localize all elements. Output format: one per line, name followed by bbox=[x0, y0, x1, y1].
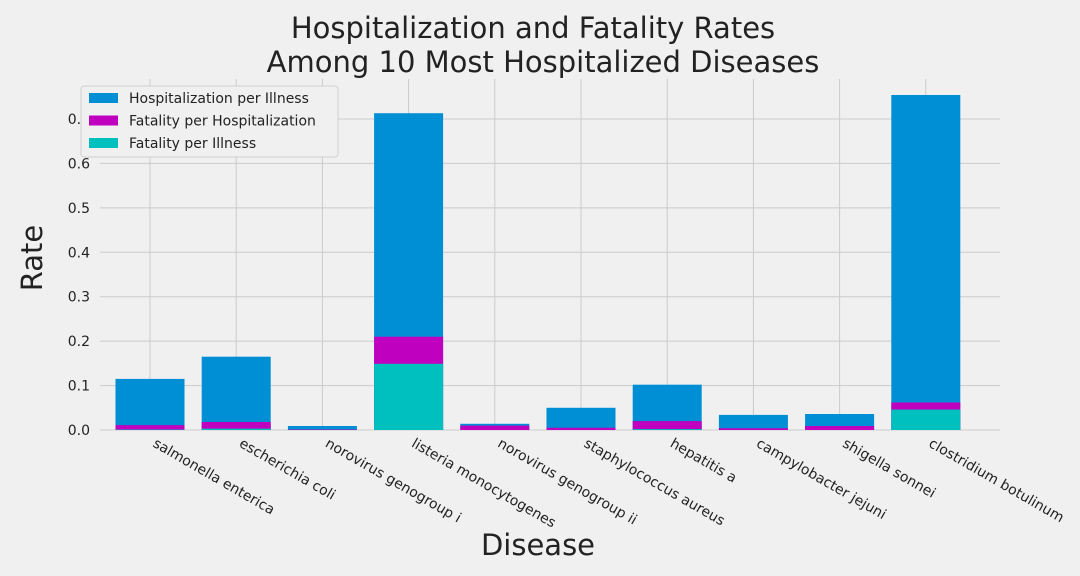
y-tick-label: 0.6 bbox=[68, 156, 90, 172]
y-tick-label: 0.5 bbox=[68, 201, 90, 217]
y-tick-label: 0.3 bbox=[68, 290, 90, 306]
bar bbox=[201, 422, 271, 430]
bar bbox=[546, 407, 616, 430]
bar bbox=[632, 429, 702, 430]
y-tick-label: 0.4 bbox=[68, 245, 90, 261]
bar bbox=[632, 421, 702, 430]
legend-box bbox=[80, 85, 339, 158]
legend-label: Fatality per Hospitalization bbox=[129, 114, 316, 130]
y-tick-label: 0.0 bbox=[68, 423, 90, 439]
bar bbox=[718, 414, 788, 430]
x-axis-label: Disease bbox=[481, 528, 595, 562]
chart-title: Among 10 Most Hospitalized Diseases bbox=[267, 45, 820, 79]
legend-swatch bbox=[89, 138, 118, 148]
y-tick-label: 0.2 bbox=[68, 334, 90, 350]
bar bbox=[891, 94, 961, 430]
bar bbox=[891, 409, 961, 430]
bar bbox=[201, 356, 271, 430]
bar bbox=[115, 425, 185, 430]
legend-swatch bbox=[89, 115, 118, 126]
bar bbox=[201, 428, 271, 430]
bar bbox=[805, 426, 875, 430]
bar bbox=[374, 363, 444, 430]
y-axis-label: Rate bbox=[15, 225, 49, 292]
bar bbox=[460, 425, 530, 430]
bar bbox=[546, 427, 616, 430]
bar bbox=[287, 426, 357, 430]
bar bbox=[115, 378, 185, 430]
y-tick-label: 0.1 bbox=[68, 379, 90, 395]
legend-label: Fatality per Illness bbox=[129, 136, 256, 152]
legend-label: Hospitalization per Illness bbox=[129, 91, 309, 107]
chart-title: Hospitalization and Fatality Rates bbox=[291, 11, 775, 45]
bar bbox=[718, 428, 788, 430]
legend-swatch bbox=[89, 93, 118, 103]
